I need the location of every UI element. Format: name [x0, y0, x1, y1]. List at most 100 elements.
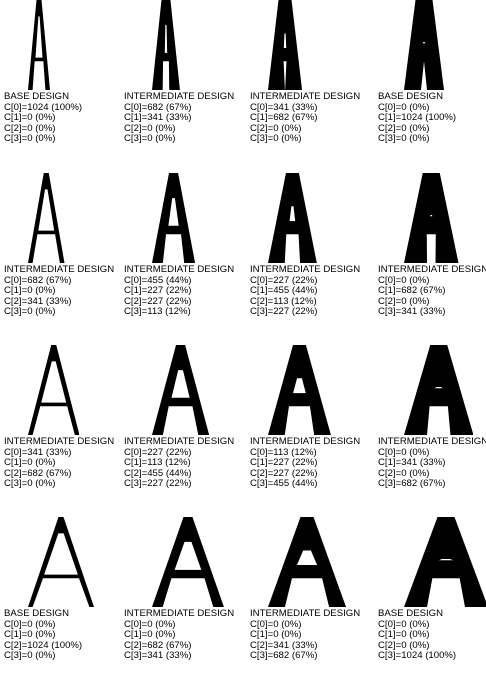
coefficient-line-c1: C[1]=227 (22%)	[250, 457, 318, 469]
design-caption: BASE DESIGN C[0]=0 (0%) C[1]=0 (0%) C[2]=0 …	[378, 608, 457, 662]
letter-a-glyph	[268, 517, 347, 607]
design-label: INTERMEDIATE DESIGN	[378, 436, 486, 447]
letter-a-glyph-shape	[28, 0, 50, 90]
coefficient-line-c3: C[3]=0 (0%)	[4, 306, 56, 318]
design-caption: INTERMEDIATE DESIGN C[0]=341 (33%) C[1]=0 …	[4, 436, 115, 490]
coefficient-line-c2: C[2]=341 (33%)	[250, 639, 318, 651]
coefficient-line-c2: C[2]=682 (67%)	[4, 467, 72, 479]
letter-a-glyph-shape	[152, 517, 224, 607]
coefficient-line-c2: C[2]=341 (33%)	[4, 295, 72, 307]
design-label: INTERMEDIATE DESIGN	[124, 264, 235, 275]
coefficient-line-c2: C[2]=455 (44%)	[124, 467, 192, 479]
coefficient-line-c0: C[0]=113 (12%)	[250, 446, 317, 458]
coefficient-line-c0: C[0]=0 (0%)	[378, 101, 430, 113]
design-label: BASE DESIGN	[4, 91, 70, 102]
design-caption: INTERMEDIATE DESIGN C[0]=455 (44%) C[1]=22…	[124, 264, 235, 318]
coefficient-line-c2: C[2]=0 (0%)	[4, 122, 56, 134]
design-label: INTERMEDIATE DESIGN	[4, 436, 115, 447]
letter-a-glyph	[152, 517, 224, 607]
coefficient-line-c3: C[3]=455 (44%)	[250, 478, 318, 490]
coefficient-line-c1: C[1]=682 (67%)	[378, 285, 446, 297]
coefficient-line-c3: C[3]=0 (0%)	[4, 478, 56, 490]
coefficient-line-c0: C[0]=1024 (100%)	[4, 101, 83, 113]
coefficient-line-c3: C[3]=341 (33%)	[124, 650, 192, 662]
coefficient-line-c1: C[1]=341 (33%)	[378, 457, 446, 469]
coefficient-line-c0: C[0]=682 (67%)	[4, 274, 72, 286]
coefficient-line-c1: C[1]=113 (12%)	[124, 457, 191, 469]
coefficient-line-c1: C[1]=0 (0%)	[124, 629, 176, 641]
letter-a-glyph-shape	[28, 517, 94, 607]
coefficient-line-c3: C[3]=227 (22%)	[250, 306, 318, 318]
coefficient-line-c1: C[1]=0 (0%)	[4, 629, 56, 641]
design-caption: INTERMEDIATE DESIGN C[0]=227 (22%) C[1]=11…	[124, 436, 235, 490]
letter-a-glyph	[268, 173, 317, 263]
letter-a-glyph	[152, 173, 196, 263]
coefficient-line-c1: C[1]=0 (0%)	[250, 629, 302, 641]
design-label: INTERMEDIATE DESIGN	[124, 608, 235, 619]
coefficient-line-c0: C[0]=682 (67%)	[124, 101, 192, 113]
letter-a-glyph-shape	[404, 517, 486, 607]
coefficient-line-c1: C[1]=0 (0%)	[4, 112, 56, 124]
coefficient-line-c0: C[0]=0 (0%)	[378, 274, 430, 286]
coefficient-line-c2: C[2]=0 (0%)	[378, 295, 430, 307]
coefficient-line-c1: C[1]=0 (0%)	[4, 285, 56, 297]
letter-a-glyph-shape	[152, 173, 196, 263]
design-caption: INTERMEDIATE DESIGN C[0]=0 (0%) C[1]=682 (…	[378, 264, 486, 318]
design-label: BASE DESIGN	[4, 608, 70, 619]
design-caption: INTERMEDIATE DESIGN C[0]=682 (67%) C[1]=0 …	[4, 264, 115, 318]
design-caption: BASE DESIGN C[0]=1024 (100%) C[1]=0 (0%) C[…	[4, 91, 83, 145]
coefficient-line-c1: C[1]=341 (33%)	[124, 112, 192, 124]
letter-a-glyph	[404, 517, 486, 607]
letter-a-glyph-shape	[268, 0, 303, 90]
coefficient-line-c0: C[0]=0 (0%)	[378, 618, 430, 630]
coefficient-line-c3: C[3]=682 (67%)	[250, 650, 318, 662]
design-caption: BASE DESIGN C[0]=0 (0%) C[1]=0 (0%) C[2]=10…	[4, 608, 82, 662]
coefficient-line-c0: C[0]=227 (22%)	[250, 274, 318, 286]
design-caption: BASE DESIGN C[0]=0 (0%) C[1]=1024 (100%) C[…	[378, 91, 456, 145]
coefficient-line-c2: C[2]=227 (22%)	[124, 295, 192, 307]
design-label: INTERMEDIATE DESIGN	[250, 436, 361, 447]
coefficient-line-c3: C[3]=0 (0%)	[4, 650, 56, 662]
coefficient-line-c3: C[3]=1024 (100%)	[378, 650, 457, 662]
design-caption: INTERMEDIATE DESIGN C[0]=113 (12%) C[1]=22…	[250, 436, 361, 490]
letter-a-glyph-shape	[28, 345, 80, 435]
letter-a-glyph	[28, 0, 50, 90]
coefficient-line-c1: C[1]=227 (22%)	[124, 285, 192, 297]
coefficient-line-c2: C[2]=0 (0%)	[124, 122, 176, 134]
design-caption: INTERMEDIATE DESIGN C[0]=682 (67%) C[1]=34…	[124, 91, 235, 145]
coefficient-line-c2: C[2]=113 (12%)	[250, 295, 317, 307]
coefficient-line-c2: C[2]=0 (0%)	[378, 639, 430, 651]
design-label: INTERMEDIATE DESIGN	[124, 91, 235, 102]
coefficient-line-c0: C[0]=227 (22%)	[124, 446, 192, 458]
letter-a-glyph-shape	[268, 345, 331, 435]
coefficient-line-c2: C[2]=0 (0%)	[250, 122, 302, 134]
letter-a-glyph	[28, 517, 94, 607]
design-label: INTERMEDIATE DESIGN	[124, 436, 235, 447]
coefficient-line-c3: C[3]=0 (0%)	[250, 133, 302, 145]
design-caption: INTERMEDIATE DESIGN C[0]=0 (0%) C[1]=341 (…	[378, 436, 486, 490]
letter-a-glyph	[404, 173, 459, 263]
design-label: INTERMEDIATE DESIGN	[250, 264, 361, 275]
design-label: INTERMEDIATE DESIGN	[4, 264, 115, 275]
letter-a-glyph	[152, 345, 210, 435]
letter-a-glyph-shape	[28, 173, 65, 263]
design-label: BASE DESIGN	[378, 91, 444, 102]
letter-a-glyph	[404, 0, 444, 90]
letter-a-glyph-shape	[404, 173, 459, 263]
coefficient-line-c1: C[1]=455 (44%)	[250, 285, 318, 297]
coefficient-line-c0: C[0]=0 (0%)	[378, 446, 430, 458]
coefficient-line-c2: C[2]=0 (0%)	[378, 467, 430, 479]
letter-a-glyph	[28, 345, 80, 435]
coefficient-line-c2: C[2]=682 (67%)	[124, 639, 192, 651]
coefficient-line-c3: C[3]=113 (12%)	[124, 306, 191, 318]
letter-a-glyph-shape	[152, 345, 210, 435]
design-label: BASE DESIGN	[378, 608, 444, 619]
coefficient-line-c3: C[3]=0 (0%)	[124, 133, 176, 145]
coefficient-line-c1: C[1]=0 (0%)	[4, 457, 56, 469]
letter-a-glyph-shape	[268, 173, 317, 263]
letter-a-glyph-shape	[268, 517, 347, 607]
design-label: INTERMEDIATE DESIGN	[250, 91, 361, 102]
letter-a-glyph	[28, 173, 65, 263]
coefficient-line-c0: C[0]=341 (33%)	[250, 101, 318, 113]
